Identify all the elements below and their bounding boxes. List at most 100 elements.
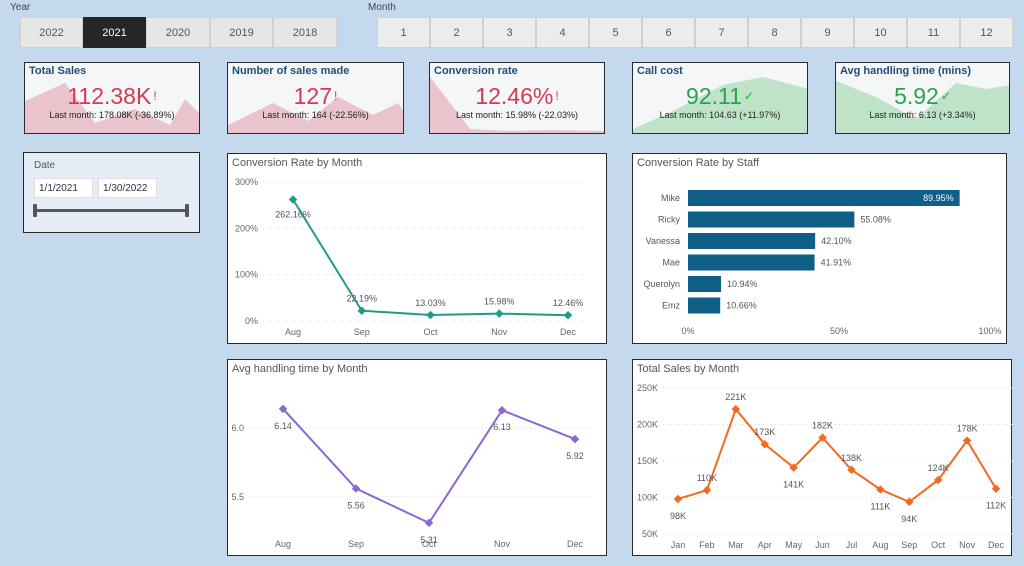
data-label: 5.92 — [566, 451, 584, 461]
data-label: 55.08% — [860, 215, 891, 225]
x-tick-label: Jan — [671, 540, 686, 550]
date-range-start-handle[interactable] — [33, 204, 37, 217]
x-tick-label: Aug — [275, 539, 291, 549]
data-point — [570, 434, 580, 444]
data-label: 138K — [841, 453, 862, 463]
kpi-last-month: Last month: 6.13 (+3.34%) — [869, 110, 976, 120]
month-button-4[interactable]: 4 — [536, 17, 589, 48]
x-tick-label: Dec — [988, 540, 1005, 550]
data-label: 12.46% — [553, 298, 584, 308]
series-line — [677, 407, 997, 504]
check-icon: ✓ — [940, 89, 951, 103]
bar — [688, 254, 815, 271]
check-icon: ✓ — [743, 89, 754, 103]
avg-handling-time-by-month-panel: 5.5 6.0 Aug Sep Oct Nov Dec 6.14 5.56 5.31 6.13 5.9… — [227, 359, 607, 556]
x-tick-label: Nov — [494, 539, 511, 549]
month-button-11[interactable]: 11 — [907, 17, 960, 48]
data-label: 6.14 — [274, 421, 292, 431]
year-button-2019[interactable]: 2019 — [210, 17, 273, 48]
data-label: 10.94% — [727, 279, 758, 289]
data-label: 42.10% — [821, 236, 852, 246]
month-button-3[interactable]: 3 — [483, 17, 536, 48]
data-point — [288, 195, 298, 204]
x-tick-label: May — [785, 540, 803, 550]
y-tick-label: 0% — [245, 316, 258, 326]
category-label: Emz — [662, 301, 681, 311]
month-button-9[interactable]: 9 — [801, 17, 854, 48]
month-slicer-title: Month — [368, 2, 396, 13]
x-tick-label: Oct — [422, 539, 437, 549]
start-date-input[interactable] — [34, 178, 93, 198]
month-button-6[interactable]: 6 — [642, 17, 695, 48]
kpi-title: Conversion rate — [434, 65, 518, 77]
x-tick-label: Dec — [560, 327, 577, 337]
year-button-2021[interactable]: 2021 — [83, 17, 146, 48]
data-point — [426, 310, 435, 320]
data-label: 173K — [754, 427, 775, 437]
data-label: 6.13 — [493, 422, 511, 432]
alert-icon: ! — [153, 89, 157, 103]
x-tick-label: Dec — [567, 539, 584, 549]
data-label: 141K — [783, 480, 804, 490]
data-label: 124K — [928, 463, 949, 473]
data-label: 22.19% — [346, 294, 377, 304]
kpi-card-avg-handling-time[interactable]: Avg handling time (mins) 5.92 ✓ Last mont… — [835, 62, 1010, 134]
date-range-end-handle[interactable] — [185, 204, 189, 217]
y-tick-label: 150K — [637, 456, 658, 466]
data-label: 221K — [725, 392, 746, 402]
month-button-5[interactable]: 5 — [589, 17, 642, 48]
alert-icon: ! — [334, 89, 338, 103]
x-tick-label: Aug — [285, 327, 301, 337]
x-tick-label: 50% — [830, 326, 848, 336]
category-label: Vanessa — [646, 236, 680, 246]
x-tick-label: 0% — [681, 326, 694, 336]
data-label: 98K — [670, 511, 686, 521]
total-sales-by-month-panel: 50K 100K 150K 200K 250K Jan Feb Mar Apr May Jun Jul… — [632, 359, 1012, 556]
kpi-card-number-of-sales[interactable]: Number of sales made 127! Last month: 16… — [227, 62, 404, 134]
data-label: 15.98% — [484, 297, 515, 307]
month-button-8[interactable]: 8 — [748, 17, 801, 48]
x-tick-label: Jul — [846, 540, 858, 550]
month-button-7[interactable]: 7 — [695, 17, 748, 48]
data-point — [962, 436, 972, 445]
data-point — [357, 306, 366, 315]
total-sales-by-month-chart: 50K 100K 150K 200K 250K Jan Feb Mar Apr May Jun Jul… — [637, 383, 1012, 550]
year-button-2020[interactable]: 2020 — [146, 17, 210, 48]
y-tick-label: 5.5 — [231, 492, 244, 502]
x-tick-label: Sep — [354, 327, 370, 337]
kpi-title: Number of sales made — [232, 65, 350, 77]
end-date-input[interactable] — [98, 178, 157, 198]
date-slicer-label: Date — [34, 160, 56, 171]
y-tick-label: 100K — [637, 493, 658, 503]
kpi-value: 127! — [293, 83, 338, 109]
data-point — [702, 485, 712, 495]
kpi-card-total-sales[interactable]: Total Sales 112.38K! Last month: 178.08K… — [24, 62, 200, 134]
conversion-rate-by-month-chart: 0% 100% 200% 300% Aug Sep Oct Nov Dec 262.16% 22.1… — [235, 177, 584, 337]
kpi-value: 12.46%! — [475, 83, 559, 109]
x-tick-label: Feb — [699, 540, 715, 550]
y-tick-label: 6.0 — [231, 423, 244, 433]
year-button-2022[interactable]: 2022 — [20, 17, 83, 48]
month-button-12[interactable]: 12 — [960, 17, 1013, 48]
chart-title: Total Sales by Month — [637, 363, 740, 375]
y-tick-label: 200K — [637, 420, 658, 430]
kpi-last-month: Last month: 104.63 (+11.97%) — [659, 110, 781, 120]
year-slicer-title: Year — [10, 2, 31, 13]
data-label: 112K — [986, 501, 1006, 511]
kpi-last-month: Last month: 164 (-22.56%) — [262, 110, 369, 120]
data-label: 5.56 — [347, 501, 365, 511]
month-button-10[interactable]: 10 — [854, 17, 907, 48]
bar — [688, 190, 960, 206]
date-range-track[interactable] — [35, 209, 188, 212]
month-button-2[interactable]: 2 — [430, 17, 483, 48]
kpi-card-conversion-rate[interactable]: Conversion rate 12.46%! Last month: 15.9… — [429, 62, 605, 134]
month-button-1[interactable]: 1 — [377, 17, 430, 48]
kpi-card-call-cost[interactable]: Call cost 92.11 ✓ Last month: 104.63 (+11… — [632, 62, 808, 134]
bar — [688, 211, 855, 228]
data-point — [351, 484, 361, 493]
y-tick-label: 250K — [637, 383, 658, 393]
kpi-sparkline — [633, 77, 807, 133]
x-tick-label: Sep — [348, 539, 364, 549]
year-button-2018[interactable]: 2018 — [273, 17, 337, 48]
data-point — [424, 518, 434, 528]
